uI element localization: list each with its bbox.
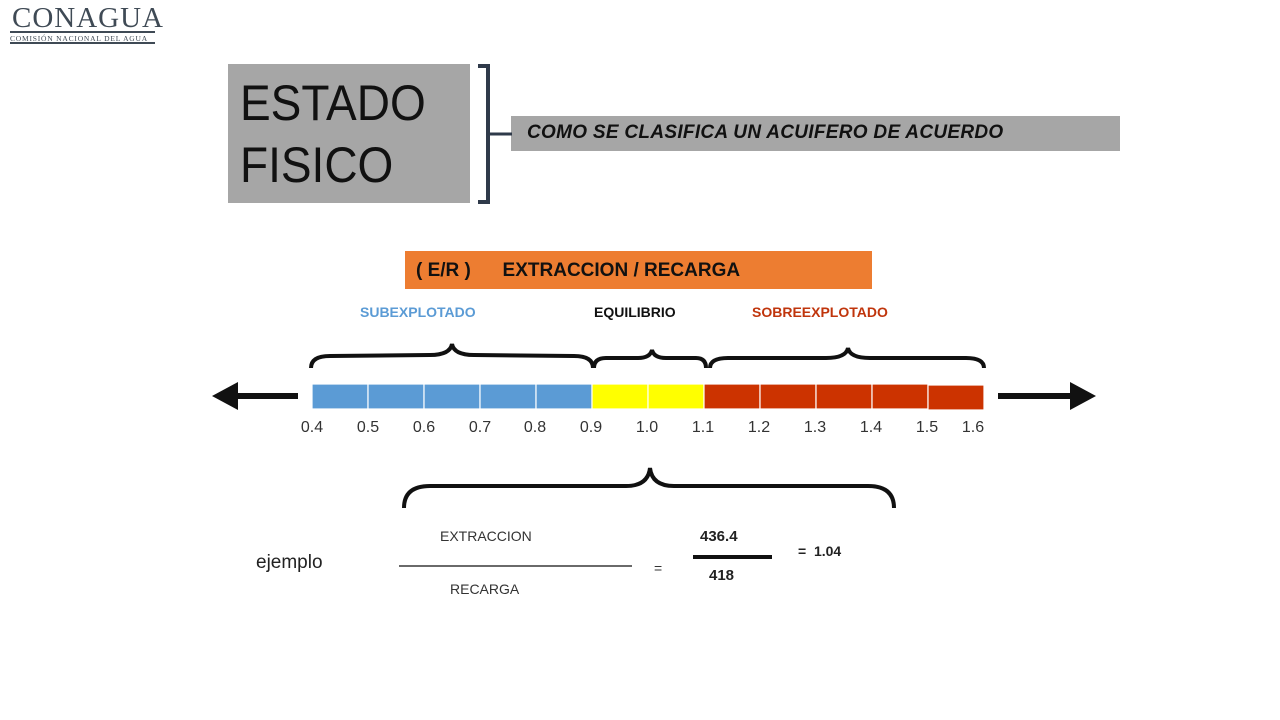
- subtitle-box: [511, 116, 1120, 151]
- subtitle-text: COMO SE CLASIFICA UN ACUIFERO DE ACUERDO: [527, 122, 1004, 143]
- category-subexplotado: SUBEXPLOTADO: [360, 304, 476, 320]
- scale-segment: [927, 384, 985, 411]
- tick-label: 0.9: [579, 419, 603, 436]
- logo-divider-top: [10, 31, 155, 33]
- tick-label: 0.8: [523, 419, 547, 436]
- scale-segment: [535, 383, 593, 410]
- equals-sign: =: [654, 560, 663, 576]
- tick-label: 1.3: [803, 419, 827, 436]
- scale-segment: [479, 383, 537, 410]
- scale-segments: [311, 383, 985, 411]
- right-arrow-icon: [998, 382, 1096, 410]
- scale-segment: [367, 383, 425, 410]
- ratio-box: [405, 251, 872, 289]
- denominator-value: 418: [709, 567, 735, 584]
- brace-example: [402, 467, 896, 509]
- category-sobreexplotado: SOBREEXPLOTADO: [752, 304, 888, 320]
- tick-label: 0.5: [356, 419, 380, 436]
- tick-label: 1.6: [961, 419, 985, 436]
- tick-label: 1.5: [915, 419, 939, 436]
- numerator-value: 436.4: [700, 528, 738, 545]
- title-bracket: [478, 64, 490, 204]
- tick-label: 0.4: [300, 419, 324, 436]
- scale-segment: [815, 383, 873, 410]
- scale-segment: [423, 383, 481, 410]
- scale-segment: [647, 383, 705, 410]
- denominator-label: RECARGA: [450, 581, 520, 597]
- tick-label: 1.4: [859, 419, 883, 436]
- scale-segment: [703, 383, 761, 410]
- logo-subtitle: COMISIÓN NACIONAL DEL AGUA: [10, 34, 148, 43]
- scale-segment: [871, 383, 929, 410]
- page-title: ESTADO FISICO: [240, 75, 426, 193]
- left-arrow-icon: [212, 382, 298, 410]
- example-label: ejemplo: [256, 552, 323, 573]
- tick-label: 1.2: [747, 419, 771, 436]
- tick-label: 0.7: [468, 419, 492, 436]
- brace-sobreexplotado: [708, 347, 986, 369]
- scale-segment: [311, 383, 369, 410]
- title-box: [228, 64, 470, 203]
- category-equilibrio: EQUILIBRIO: [594, 304, 676, 320]
- tick-label: 1.0: [635, 419, 659, 436]
- tick-label: 0.6: [412, 419, 436, 436]
- result-value: = 1.04: [798, 543, 842, 559]
- scale-segment: [759, 383, 817, 410]
- scale-segment: [591, 383, 649, 410]
- ratio-label: ( E/R ) EXTRACCION / RECARGA: [416, 260, 741, 281]
- conagua-logo: CONAGUA: [12, 2, 164, 34]
- brace-equilibrio: [592, 349, 708, 369]
- brace-subexplotado: [309, 343, 595, 369]
- tick-label: 1.1: [691, 419, 715, 436]
- numerator-label: EXTRACCION: [440, 528, 532, 544]
- logo-divider-bottom: [10, 42, 155, 44]
